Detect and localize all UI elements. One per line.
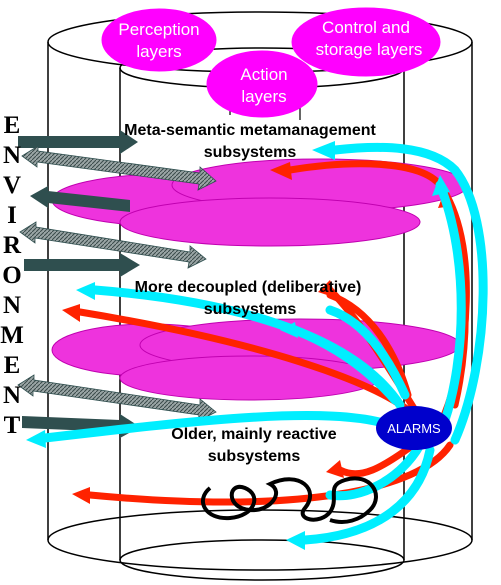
alarms-node: ALARMS [376, 406, 452, 450]
cyan-arrow-bottom-mid [325, 440, 425, 501]
perception-label-line1: Perception [118, 20, 199, 39]
action-label-line1: Action [240, 65, 287, 84]
meta-layer-title: Meta-semantic metamanagement [124, 122, 376, 139]
environment-letter: N [3, 292, 21, 319]
env-arrow-in-1 [18, 130, 138, 154]
environment-letter: E [4, 352, 21, 379]
meta-layer-disc [51, 158, 469, 247]
environment-letter: R [3, 232, 22, 259]
red-arrow-mid-top [326, 291, 412, 399]
deliberative-layer-subtitle: subsystems [204, 301, 297, 318]
environment-letter: N [3, 142, 21, 169]
action-layers-oval: Action layers [206, 50, 318, 118]
control-label-line2: storage layers [316, 40, 423, 59]
deliberative-layer-title: More decoupled (deliberative) [135, 279, 362, 296]
cyan-alarm-arrows [40, 142, 488, 545]
environment-letter: I [7, 202, 17, 229]
cyan-arrow-reactive-left [40, 411, 395, 443]
perception-layers-oval: Perception layers [101, 8, 217, 72]
env-arrow-bidir-3 [17, 374, 217, 422]
alarms-label: ALARMS [387, 421, 441, 436]
control-storage-layers-oval: Control and storage layers [291, 7, 441, 77]
control-label-line1: Control and [322, 18, 410, 37]
env-arrow-bidir-1 [21, 145, 217, 191]
reactive-loops-scribble [200, 476, 378, 524]
cyan-arrow-deliberative-mid2 [325, 305, 410, 400]
environment-arrows [17, 130, 217, 438]
env-arrow-bidir-2 [19, 221, 207, 269]
environment-letter: N [3, 382, 21, 409]
cyan-arrow-right [435, 180, 466, 425]
cyan-arrowheads [26, 141, 450, 550]
environment-letter: V [3, 172, 21, 199]
perception-label-line2: layers [136, 42, 181, 61]
env-arrow-in-3 [22, 414, 140, 438]
environment-letter: O [2, 262, 21, 289]
env-arrow-in-2 [24, 253, 140, 277]
reactive-layer-title: Older, mainly reactive [171, 426, 337, 443]
environment-letter: T [4, 412, 21, 439]
reactive-layer-subtitle: subsystems [208, 448, 301, 465]
environment-letter: E [4, 112, 21, 139]
env-arrow-out-1 [30, 186, 130, 212]
cyan-arrow-bottom [300, 445, 435, 545]
environment-letter: M [0, 322, 24, 349]
action-label-line2: layers [241, 87, 286, 106]
meta-layer-subtitle: subsystems [204, 144, 297, 161]
cyan-arrow-deliberative-mid [290, 325, 400, 405]
cyan-arrow-to-meta [330, 142, 488, 445]
